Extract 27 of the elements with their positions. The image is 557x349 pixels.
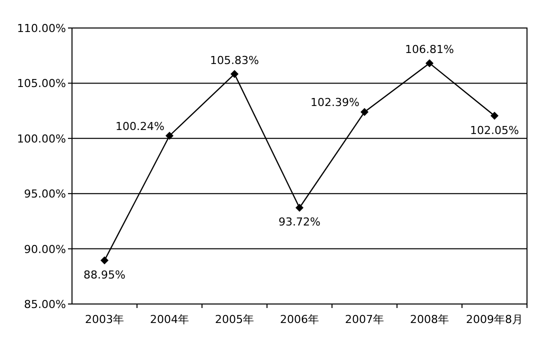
- y-tick-label: 100.00%: [17, 132, 66, 146]
- y-tick-label: 85.00%: [24, 298, 66, 311]
- x-tick-label: 2006年: [280, 313, 319, 326]
- x-tick-label: 2003年: [85, 313, 124, 326]
- x-tick-label: 2004年: [150, 313, 189, 326]
- data-label: 88.95%: [84, 268, 126, 282]
- point: [296, 204, 304, 212]
- point: [166, 132, 174, 140]
- y-tick-label: 110.00%: [17, 22, 66, 35]
- data-label: 102.05%: [470, 124, 519, 137]
- data-label: 93.72%: [278, 216, 320, 229]
- point: [490, 112, 498, 120]
- data-label: 106.81%: [405, 43, 454, 56]
- point: [360, 108, 368, 116]
- data-label: 105.83%: [210, 54, 259, 68]
- data-label: 100.24%: [116, 120, 164, 133]
- y-tick-label: 105.00%: [17, 77, 66, 90]
- x-tick-label: 2007年: [345, 313, 384, 326]
- y-tick-label: 90.00%: [24, 242, 66, 256]
- x-tick-label: 2005年: [215, 313, 254, 326]
- point: [230, 70, 238, 78]
- x-tick-label: 2009年8月: [466, 313, 523, 326]
- point: [100, 256, 108, 264]
- y-tick-label: 95.00%: [24, 188, 66, 201]
- x-tick-label: 2008年: [410, 313, 449, 326]
- data-label: 102.39%: [310, 96, 360, 110]
- point: [426, 59, 434, 68]
